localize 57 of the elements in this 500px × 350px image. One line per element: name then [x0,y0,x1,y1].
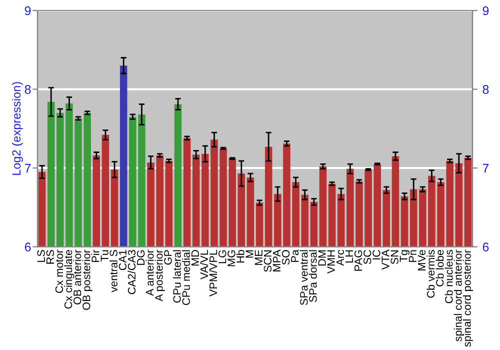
x-tick-label: Cb vermis [426,250,435,298]
x-tick-label: A anterior [146,250,154,296]
x-tick-label: LS [37,250,45,262]
y2-tick-label: 7 [482,164,489,173]
y2-tick-label: 6 [482,242,489,252]
x-tick-label: DG [136,250,145,265]
x-tick-label: Cx motor [55,250,64,293]
x-tick-label: MG [228,250,236,266]
x-tick-label: VA/VL [200,250,208,280]
x-tick-label: CA1 [118,250,126,270]
x-tick-label: SPa dorsal [308,250,317,302]
x-tick-label: CPu medial [182,250,190,305]
x-tick-label: Pn [408,250,416,262]
x-tick-label: A posterior [154,250,165,302]
x-tick-label: SPa ventral [300,250,308,306]
y2-tick-label: 9 [482,6,489,16]
x-tick-label: MVe [418,250,426,270]
y-tick-label: 7 [24,164,31,173]
x-tick-label: RS [46,250,54,264]
x-tick-label: Cb lobe [436,250,444,286]
x-tick-label: ventral S [109,250,118,292]
x-tick-label: Tg [400,250,410,262]
x-tick-label: IC [372,250,380,260]
x-tick-label: SC [364,250,372,264]
x-tick-label: SO [282,250,290,265]
x-tick-label: OB posterior [82,250,92,310]
x-tick-label: LG [218,250,226,264]
x-tick-label: OB anterior [73,250,82,304]
x-tick-label: Cx cingulate [64,250,74,309]
x-tick-label: Cb nucleus [444,250,453,304]
x-tick-label: MD [191,250,199,266]
x-tick-label: Tu [100,250,108,262]
x-tick-label: spinal cord anterior [454,250,464,342]
x-tick-label: ME [254,250,262,265]
x-tick-label: MPA [273,250,280,272]
x-tick-label: Pir [91,250,100,262]
x-tick-label: GP [164,250,172,265]
y-tick-label: 9 [24,6,31,16]
y-axis-title: Log2 (expression) [12,82,23,175]
x-tick-label: CA2/CA3 [128,250,136,294]
x-tick-label: spinal cord posterior [462,250,474,347]
x-tick-label: DM [318,250,326,266]
y-tick-label: 6 [24,242,31,252]
x-tick-label: SCN [264,250,272,272]
y-tick-label: 8 [24,85,31,94]
x-tick-label: Pa [291,250,299,262]
x-tick-label: Arc [336,250,344,266]
x-tick-label: CPu lateral [172,250,181,303]
x-tick-label: VMH [327,250,335,274]
x-tick-label: LH [346,250,353,262]
y2-tick-label: 8 [482,85,489,94]
x-tick-label: Hb [236,250,244,262]
x-tick-label: VTA [382,250,390,270]
x-tick-label: VPM/VPL [209,250,218,296]
x-tick-label: PAG [354,250,362,271]
x-tick-label: M [246,250,254,258]
x-tick-label: SN [390,250,398,264]
